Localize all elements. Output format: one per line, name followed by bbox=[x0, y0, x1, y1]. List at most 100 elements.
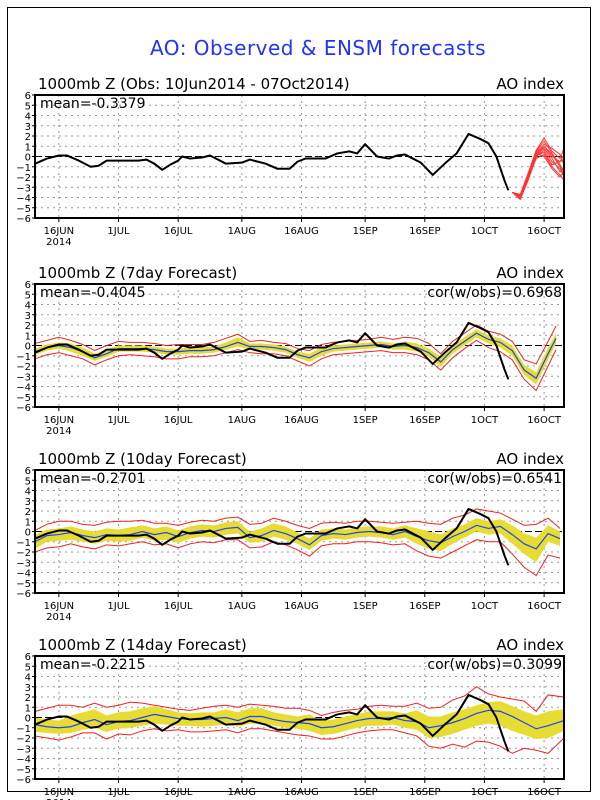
y-tick-label: −4 bbox=[16, 383, 31, 394]
ensemble-mean-line bbox=[34, 332, 557, 380]
x-year-label: 2014 bbox=[46, 798, 71, 800]
panel-title: 1000mb Z (14day Forecast) bbox=[38, 636, 247, 654]
y-tick-label: −4 bbox=[16, 755, 31, 766]
panel-right-title: AO index bbox=[496, 636, 564, 654]
y-tick-label: −3 bbox=[16, 183, 31, 194]
plot-frame bbox=[34, 469, 565, 594]
x-tick-label: 1JUL bbox=[107, 787, 130, 798]
x-tick-label: 16JUL bbox=[164, 601, 193, 612]
y-tick-label: −1 bbox=[16, 538, 31, 549]
spread-band bbox=[35, 518, 561, 563]
x-tick-label: 16JUN bbox=[44, 226, 74, 237]
y-tick-label: −2 bbox=[16, 548, 31, 559]
x-tick-label: 16OCT bbox=[527, 226, 562, 237]
x-tick-label: 16SEP bbox=[409, 787, 440, 798]
y-tick-label: −6 bbox=[16, 589, 31, 600]
y-tick-label: 1 bbox=[25, 142, 31, 153]
x-tick-label: 16JUL bbox=[164, 415, 193, 426]
max-envelope-line bbox=[34, 324, 557, 365]
y-tick-label: 4 bbox=[25, 301, 31, 312]
y-tick-label: −6 bbox=[16, 214, 31, 225]
x-tick-label: 16SEP bbox=[409, 415, 440, 426]
x-tick-label: 16JUL bbox=[164, 226, 193, 237]
x-tick-label: 16JUN bbox=[44, 601, 74, 612]
panel-title: 1000mb Z (Obs: 10Jun2014 - 07Oct2014) bbox=[38, 75, 350, 93]
panel-2: 1000mb Z (7day Forecast) AO index −6−5−4−3… bbox=[16, 264, 565, 437]
y-tick-label: 0 bbox=[25, 342, 31, 353]
y-tick-label: 0 bbox=[25, 153, 31, 164]
x-tick-label: 16OCT bbox=[527, 601, 562, 612]
x-tick-label: 16AUG bbox=[284, 787, 319, 798]
y-tick-label: −1 bbox=[16, 724, 31, 735]
y-tick-label: −2 bbox=[16, 362, 31, 373]
x-tick-label: 16AUG bbox=[284, 601, 319, 612]
x-tick-label: 16AUG bbox=[284, 226, 319, 237]
x-tick-label: 1SEP bbox=[353, 226, 378, 237]
y-tick-label: 2 bbox=[25, 507, 31, 518]
y-tick-label: 5 bbox=[25, 662, 31, 673]
panel-3: 1000mb Z (10day Forecast) AO index−6−5−4−… bbox=[16, 450, 565, 623]
mean-label: mean=-0.2701 bbox=[40, 471, 145, 487]
x-tick-label: 16AUG bbox=[284, 415, 319, 426]
x-year-label: 2014 bbox=[46, 426, 71, 437]
panel-right-title: AO index bbox=[496, 450, 564, 468]
x-tick-label: 1JUL bbox=[107, 415, 130, 426]
y-tick-label: 1 bbox=[25, 703, 31, 714]
x-tick-label: 1JUL bbox=[107, 601, 130, 612]
y-tick-label: −6 bbox=[16, 775, 31, 786]
panel-title: 1000mb Z (10day Forecast) bbox=[38, 450, 247, 468]
mean-label: mean=-0.3379 bbox=[40, 96, 145, 112]
min-envelope-line bbox=[34, 728, 565, 754]
y-tick-label: 1 bbox=[25, 517, 31, 528]
panel-1: 1000mb Z (Obs: 10Jun2014 - 07Oct2014) AO … bbox=[16, 75, 565, 248]
x-tick-label: 1AUG bbox=[228, 415, 256, 426]
y-tick-label: −4 bbox=[16, 569, 31, 580]
min-envelope-line bbox=[34, 539, 561, 577]
y-tick-label: −3 bbox=[16, 558, 31, 569]
x-tick-label: 16OCT bbox=[527, 787, 562, 798]
y-tick-label: −4 bbox=[16, 194, 31, 205]
y-tick-label: 3 bbox=[25, 122, 31, 133]
y-tick-label: −6 bbox=[16, 403, 31, 414]
y-tick-label: 6 bbox=[25, 466, 31, 477]
y-tick-label: 0 bbox=[25, 528, 31, 539]
x-tick-label: 1OCT bbox=[471, 415, 499, 426]
x-tick-label: 16OCT bbox=[527, 415, 562, 426]
y-tick-label: 3 bbox=[25, 497, 31, 508]
plot-frame bbox=[34, 283, 565, 408]
x-tick-label: 1SEP bbox=[353, 787, 378, 798]
x-tick-label: 16SEP bbox=[409, 601, 440, 612]
correlation-label: cor(w/obs)=0.3099 bbox=[427, 657, 562, 673]
y-tick-label: −5 bbox=[16, 393, 31, 404]
x-tick-label: 1AUG bbox=[228, 787, 256, 798]
x-tick-label: 1JUL bbox=[107, 226, 130, 237]
x-tick-label: 1OCT bbox=[471, 226, 499, 237]
y-tick-label: 4 bbox=[25, 112, 31, 123]
ensemble-member-line bbox=[511, 145, 565, 201]
y-tick-label: 4 bbox=[25, 673, 31, 684]
y-tick-label: −5 bbox=[16, 204, 31, 215]
observed-line bbox=[34, 132, 510, 191]
ensemble-member-line bbox=[512, 137, 565, 196]
x-tick-label: 16JUL bbox=[164, 787, 193, 798]
x-year-label: 2014 bbox=[46, 612, 71, 623]
y-tick-label: 6 bbox=[25, 652, 31, 663]
y-tick-label: −5 bbox=[16, 765, 31, 776]
y-tick-label: 5 bbox=[25, 476, 31, 487]
y-tick-label: 3 bbox=[25, 683, 31, 694]
y-tick-label: −5 bbox=[16, 579, 31, 590]
y-tick-label: 1 bbox=[25, 331, 31, 342]
y-tick-label: −1 bbox=[16, 163, 31, 174]
correlation-label: cor(w/obs)=0.6541 bbox=[427, 471, 562, 487]
x-year-label: 2014 bbox=[46, 237, 71, 248]
x-tick-label: 1SEP bbox=[353, 601, 378, 612]
mean-label: mean=-0.2215 bbox=[40, 657, 145, 673]
ensemble-member-line bbox=[512, 152, 565, 198]
y-tick-label: 6 bbox=[25, 280, 31, 291]
x-tick-label: 16JUN bbox=[44, 415, 74, 426]
observed-line bbox=[34, 321, 510, 380]
x-tick-label: 1AUG bbox=[228, 601, 256, 612]
y-tick-label: 0 bbox=[25, 714, 31, 725]
spread-band bbox=[35, 329, 557, 385]
